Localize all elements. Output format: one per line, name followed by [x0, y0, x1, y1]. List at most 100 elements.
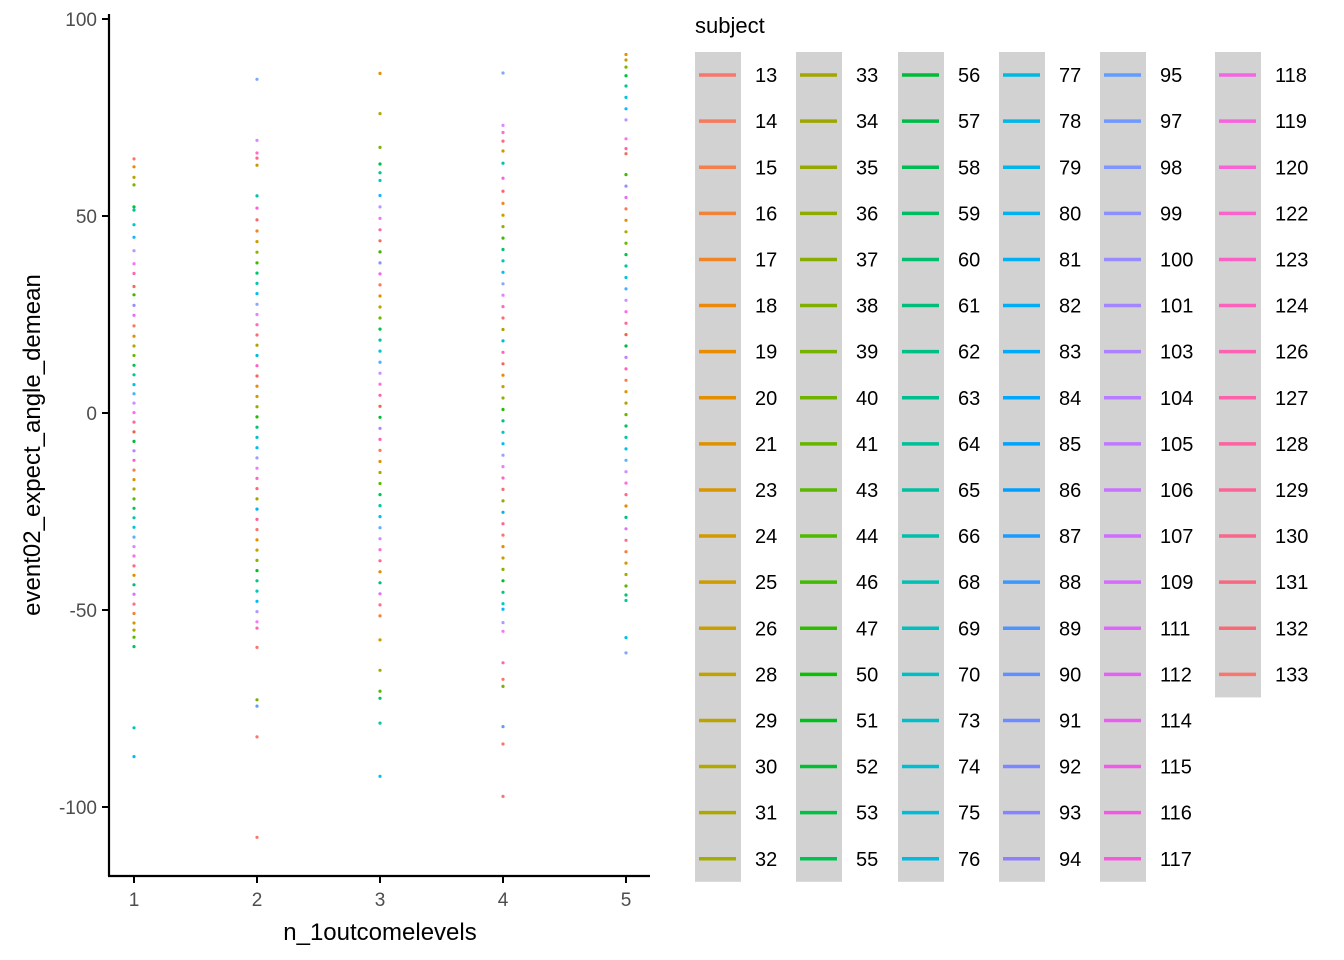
- legend-key-background: [898, 52, 944, 882]
- data-point: [255, 323, 259, 327]
- data-point: [624, 310, 628, 314]
- data-point: [255, 261, 259, 265]
- data-point: [501, 149, 505, 153]
- data-point: [255, 77, 259, 81]
- legend-label: 104: [1160, 388, 1193, 410]
- data-point: [624, 107, 628, 111]
- data-point: [255, 476, 259, 480]
- legend-label: 52: [856, 757, 878, 779]
- legend-label: 28: [755, 664, 777, 686]
- data-point: [255, 645, 259, 650]
- legend-label: 60: [958, 249, 980, 271]
- y-tick-label: -100: [59, 798, 97, 819]
- data-point: [378, 426, 382, 430]
- data-point: [255, 374, 259, 378]
- data-point: [132, 545, 136, 549]
- data-point: [624, 287, 628, 291]
- legend-label: 112: [1160, 664, 1192, 686]
- legend-label: 43: [856, 480, 878, 502]
- legend-label: 17: [755, 249, 777, 271]
- data-point: [255, 569, 259, 573]
- data-point: [378, 448, 382, 452]
- legend-label: 19: [755, 342, 777, 364]
- data-point: [255, 229, 259, 233]
- legend-title: subject: [695, 13, 765, 38]
- data-point: [378, 774, 382, 778]
- data-point: [255, 194, 259, 198]
- data-point: [132, 628, 136, 632]
- data-point: [501, 579, 505, 583]
- legend-label: 94: [1059, 849, 1081, 871]
- legend-label: 89: [1059, 618, 1081, 640]
- data-point: [624, 207, 628, 211]
- data-point: [132, 525, 136, 529]
- data-point: [501, 225, 505, 229]
- data-point: [132, 478, 136, 482]
- data-point: [501, 282, 505, 286]
- legend-label: 13: [755, 65, 777, 87]
- data-point: [378, 459, 382, 464]
- legend-label: 107: [1160, 526, 1193, 548]
- data-point: [132, 506, 136, 510]
- legend-label: 37: [856, 249, 878, 271]
- data-point: [255, 528, 259, 532]
- data-point: [624, 593, 628, 597]
- legend-key-background: [999, 52, 1045, 882]
- data-point: [501, 71, 505, 75]
- data-point: [501, 305, 505, 309]
- data-point: [255, 446, 259, 450]
- data-point: [132, 755, 136, 759]
- data-point: [501, 522, 505, 526]
- data-point: [255, 333, 259, 337]
- data-point: [378, 261, 382, 265]
- legend-label: 26: [755, 618, 777, 640]
- legend-key-background: [695, 52, 741, 882]
- legend-label: 63: [958, 388, 980, 410]
- y-tick-label: 0: [86, 404, 97, 425]
- legend-label: 75: [958, 803, 980, 825]
- legend: 13 14 15 16 17 18 19 20 21 23 24 25 26 28 29 30 31 32 33 34…: [695, 52, 1308, 882]
- data-point: [132, 439, 136, 443]
- data-point: [378, 393, 382, 397]
- legend-label: 118: [1275, 65, 1307, 87]
- data-point: [624, 147, 628, 151]
- legend-label: 132: [1275, 618, 1308, 640]
- data-point: [501, 139, 505, 143]
- data-point: [378, 537, 382, 541]
- data-point: [378, 71, 382, 75]
- data-point: [501, 293, 505, 297]
- data-point: [501, 567, 505, 572]
- legend-label: 66: [958, 526, 980, 548]
- data-point: [501, 607, 505, 611]
- legend-label: 29: [755, 710, 777, 732]
- legend-label: 61: [958, 296, 980, 318]
- data-point: [501, 629, 505, 633]
- data-point: [255, 466, 259, 470]
- legend-label: 126: [1275, 342, 1308, 364]
- legend-label: 91: [1059, 710, 1081, 732]
- data-point: [255, 735, 259, 739]
- data-point: [132, 353, 136, 358]
- data-point: [624, 321, 628, 325]
- data-point: [501, 213, 505, 217]
- data-point: [255, 538, 259, 542]
- data-point: [255, 138, 259, 142]
- data-point: [378, 526, 382, 530]
- legend-label: 31: [755, 803, 777, 825]
- data-point: [255, 507, 259, 511]
- x-axis-label: n_1outcomelevels: [283, 919, 476, 946]
- data-point: [378, 504, 382, 508]
- data-point: [378, 228, 382, 232]
- data-point: [501, 487, 505, 491]
- data-point: [132, 497, 136, 501]
- legend-label: 83: [1059, 342, 1081, 364]
- data-point: [255, 698, 259, 702]
- data-point: [501, 176, 505, 180]
- data-point: [624, 344, 628, 348]
- data-point: [624, 58, 628, 62]
- data-point: [378, 689, 382, 693]
- data-point: [624, 152, 628, 156]
- data-point: [501, 316, 505, 320]
- data-point: [501, 189, 505, 193]
